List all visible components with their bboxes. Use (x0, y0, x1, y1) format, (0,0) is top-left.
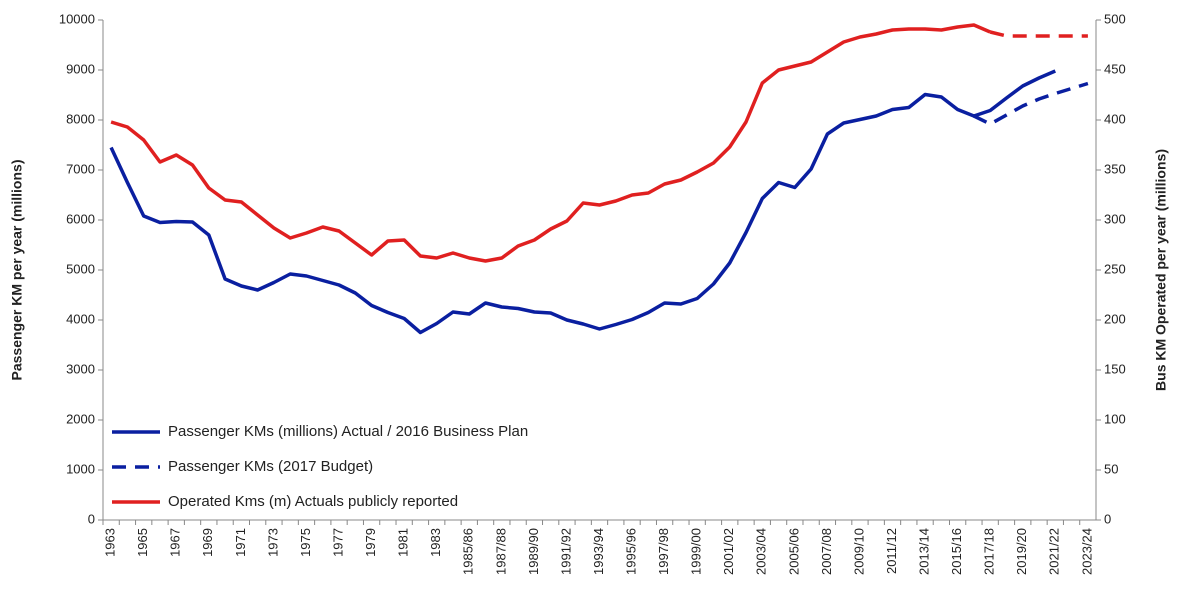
y2-tick-label: 50 (1104, 461, 1118, 476)
y-tick-label: 8000 (66, 111, 95, 126)
x-tick-label: 1973 (265, 528, 280, 557)
y2-tick-label: 300 (1104, 211, 1126, 226)
series-line (989, 30, 1088, 38)
x-tick-label: 1965 (135, 528, 150, 557)
legend-label: Passenger KMs (millions) Actual / 2016 B… (168, 423, 528, 440)
x-tick-label: 1983 (428, 528, 443, 557)
x-tick-label: 2019/20 (1014, 528, 1029, 575)
y-tick-label: 3000 (66, 361, 95, 376)
y-tick-label: 0 (88, 511, 95, 526)
y-axis-title: Passenger KM per year (millions) (9, 160, 25, 381)
y2-tick-label: 500 (1104, 11, 1126, 26)
x-tick-label: 1997/98 (656, 528, 671, 575)
x-tick-label: 1985/86 (461, 528, 476, 575)
y-tick-label: 7000 (66, 161, 95, 176)
x-tick-label: 2001/02 (721, 528, 736, 575)
y2-tick-label: 350 (1104, 161, 1126, 176)
y-tick-label: 9000 (66, 61, 95, 76)
x-tick-label: 2011/12 (884, 528, 899, 574)
y-tick-label: 2000 (66, 411, 95, 426)
y-tick-label: 1000 (66, 461, 95, 476)
x-tick-label: 1999/00 (689, 528, 704, 575)
series-line (110, 23, 991, 263)
x-tick-label: 1987/88 (493, 528, 508, 575)
x-tick-label: 1975 (298, 528, 313, 557)
x-tick-label: 2009/10 (851, 528, 866, 575)
x-tick-label: 1993/94 (591, 528, 606, 575)
y2-tick-label: 150 (1104, 361, 1126, 376)
y-tick-label: 5000 (66, 261, 95, 276)
x-tick-label: 1977 (330, 528, 345, 557)
x-tick-label: 1991/92 (558, 528, 573, 575)
x-tick-label: 1967 (168, 528, 183, 557)
x-tick-label: 2003/04 (754, 528, 769, 575)
y2-tick-label: 400 (1104, 111, 1126, 126)
x-tick-label: 1995/96 (623, 528, 638, 575)
x-tick-label: 1971 (233, 528, 248, 557)
y2-tick-label: 200 (1104, 311, 1126, 326)
x-tick-label: 2021/22 (1047, 528, 1062, 575)
x-tick-label: 1969 (200, 528, 215, 557)
y2-axis-title: Bus KM Operated per year (millions) (1153, 149, 1169, 391)
series-line (109, 69, 1056, 335)
series-line (973, 81, 1089, 126)
x-tick-label: 2023/24 (1079, 528, 1094, 575)
x-tick-label: 2007/08 (819, 528, 834, 575)
y2-tick-label: 100 (1104, 411, 1126, 426)
x-tick-label: 2005/06 (786, 528, 801, 575)
y2-tick-label: 450 (1104, 61, 1126, 76)
y-tick-label: 4000 (66, 311, 95, 326)
x-tick-label: 1981 (396, 528, 411, 557)
y2-tick-label: 0 (1104, 511, 1111, 526)
x-tick-label: 2015/16 (949, 528, 964, 575)
y-tick-label: 6000 (66, 211, 95, 226)
x-tick-label: 1979 (363, 528, 378, 557)
x-tick-label: 2013/14 (917, 528, 932, 575)
legend-label: Operated Kms (m) Actuals publicly report… (168, 493, 458, 510)
y2-tick-label: 250 (1104, 261, 1126, 276)
legend-label: Passenger KMs (2017 Budget) (168, 458, 373, 475)
x-tick-label: 1963 (103, 528, 118, 557)
x-tick-label: 2017/18 (982, 528, 997, 575)
y-tick-label: 10000 (59, 11, 95, 26)
x-tick-label: 1989/90 (526, 528, 541, 575)
